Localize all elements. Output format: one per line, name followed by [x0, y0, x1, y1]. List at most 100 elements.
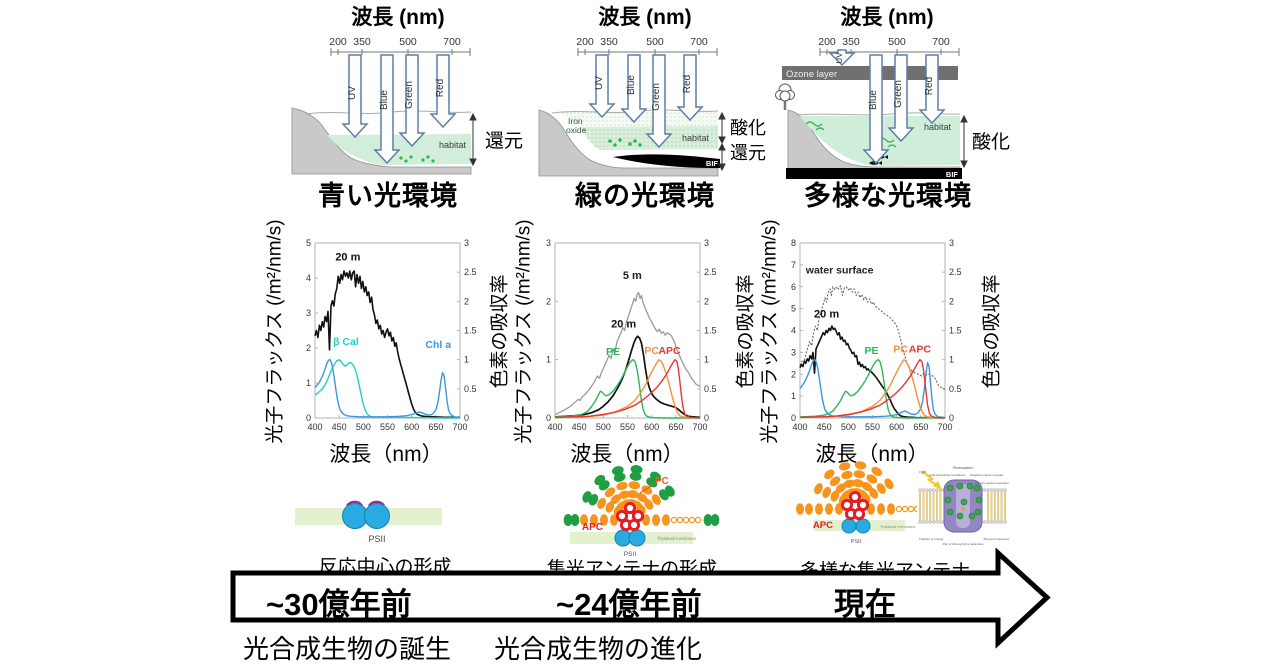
ruler-labels: 200 350 500 700	[576, 36, 708, 48]
svg-text:2.5: 2.5	[464, 267, 477, 277]
psii-subunit	[342, 503, 368, 529]
svg-text:450: 450	[572, 422, 587, 432]
psii-subunit	[364, 503, 390, 529]
habitat-label: habitat	[924, 122, 952, 132]
svg-text:4: 4	[306, 273, 311, 283]
inset-labels: Photosystem Light Light-harvesting compl…	[919, 466, 1009, 546]
thylakoid-membrane-label: Thylakoid membrane	[880, 525, 915, 529]
svg-text:600: 600	[644, 422, 659, 432]
reaction-center-core	[956, 484, 970, 528]
chlorophyll-pigments	[944, 482, 983, 520]
blue-arrow-label: Blue	[626, 75, 637, 95]
thylakoid-membrane-label: Thylakoid membrane	[657, 536, 697, 541]
svg-text:500: 500	[399, 36, 417, 48]
apc-label: APC	[813, 520, 833, 531]
svg-text:0: 0	[546, 413, 551, 423]
svg-text:2.5: 2.5	[704, 267, 717, 277]
y-axis-label-photon-flux-1: 光子フラックス (/m²/nm/s)	[264, 219, 286, 444]
svg-text:0: 0	[464, 413, 469, 423]
svg-text:400: 400	[792, 422, 807, 432]
era-2-4-billion: ~24億年前	[556, 587, 702, 622]
svg-text:PC: PC	[644, 345, 659, 357]
arrow-labels: UV Blue Green Red	[594, 75, 693, 111]
electron-acceptor-dot	[961, 507, 965, 511]
depth-indicator	[469, 112, 477, 167]
diagram-phycobilisome-pe: PC APC Thylakoid membrane PSII	[563, 465, 720, 558]
red-arrow-label: Red	[924, 77, 935, 95]
inset-transfer-label: Transfer of energy	[919, 537, 944, 541]
svg-text:0.5: 0.5	[464, 384, 477, 394]
ruler-labels: 200 350 500 700	[329, 36, 461, 48]
panel-title: 波長 (nm)	[598, 5, 691, 29]
green-arrow-label: Green	[651, 83, 662, 111]
ruler-ticks	[577, 48, 718, 56]
reduction-label: 還元	[730, 143, 766, 163]
svg-text:oxide: oxide	[566, 125, 587, 135]
depth-indicator-lower	[718, 142, 726, 172]
svg-text:2: 2	[791, 369, 796, 379]
svg-text:650: 650	[913, 422, 928, 432]
svg-text:1: 1	[546, 355, 551, 365]
panel-caption-blue: 青い光環境	[318, 181, 458, 211]
microbe-dots	[608, 138, 642, 147]
blue-arrow-label: Blue	[379, 90, 390, 110]
spectrum-chart-green-env: 0 1 2 3 0 0.5 1 1.5 2 2.5 3 400 450 500 550 600 650 700 5 …	[546, 238, 717, 432]
svg-text:700: 700	[932, 36, 950, 48]
svg-text:400: 400	[307, 422, 322, 432]
red-arrow-label: Red	[435, 79, 446, 97]
inset-chl-pair-label: Pair of chlorophyll a molecules	[943, 542, 984, 546]
psii-label: PSII	[624, 551, 636, 558]
bif-deposit	[613, 154, 720, 168]
svg-text:550: 550	[620, 422, 635, 432]
light-arrows	[588, 54, 704, 149]
x-axis-label-3: 波長（nm）	[815, 443, 929, 466]
y-axis-label-absorption-3: 色素の吸収率	[981, 274, 1003, 389]
svg-text:β Cal: β Cal	[333, 336, 359, 348]
svg-text:200: 200	[818, 36, 836, 48]
green-arrow-label: Green	[404, 81, 415, 109]
svg-text:5 m: 5 m	[623, 270, 642, 282]
phycobilisome-rods	[563, 465, 720, 532]
svg-text:350: 350	[842, 36, 860, 48]
ruler-ticks	[330, 48, 471, 56]
svg-text:2: 2	[704, 296, 709, 306]
svg-text:APC: APC	[658, 345, 681, 357]
svg-text:0: 0	[791, 413, 796, 423]
panel-caption-green: 緑の光環境	[575, 181, 715, 211]
svg-text:3: 3	[546, 238, 551, 248]
svg-text:2: 2	[464, 296, 469, 306]
panel-caption-diverse: 多様な光環境	[804, 181, 972, 211]
light-arrows	[828, 49, 946, 165]
svg-text:Chl a: Chl a	[425, 339, 451, 351]
svg-text:650: 650	[428, 422, 443, 432]
birth-of-photosynthetic-organisms: 光合成生物の誕生	[243, 634, 452, 664]
svg-text:5: 5	[791, 304, 796, 314]
svg-text:500: 500	[356, 422, 371, 432]
svg-text:700: 700	[937, 422, 952, 432]
svg-text:PE: PE	[865, 345, 879, 357]
inset-acceptor-label: Primary electron acceptor	[975, 481, 1009, 485]
svg-text:5: 5	[306, 238, 311, 248]
svg-text:650: 650	[668, 422, 683, 432]
svg-text:700: 700	[692, 422, 707, 432]
panel-blue-light-environment: 波長 (nm) 200 350 500 700 habitat	[291, 5, 523, 175]
algae-squiggles	[805, 121, 897, 148]
svg-text:550: 550	[380, 422, 395, 432]
arrow-labels: UV Blue Green Red	[347, 79, 446, 110]
apc-label: APC	[582, 522, 603, 533]
timeline-arrow-outline	[230, 548, 1051, 649]
oxidation-label: 酸化	[972, 131, 1010, 153]
svg-text:4: 4	[791, 326, 796, 336]
svg-text:water surface: water surface	[805, 265, 874, 277]
y-axis-label-absorption-2: 色素の吸収率	[735, 274, 757, 389]
psii-subunit	[628, 529, 646, 547]
svg-text:1.5: 1.5	[704, 326, 717, 336]
svg-text:700: 700	[443, 36, 461, 48]
svg-text:PC: PC	[893, 344, 908, 356]
tree	[775, 83, 795, 110]
svg-text:20 m: 20 m	[611, 319, 636, 331]
inset-title: Photosystem	[953, 466, 974, 470]
psii-label: PSII	[368, 534, 385, 544]
